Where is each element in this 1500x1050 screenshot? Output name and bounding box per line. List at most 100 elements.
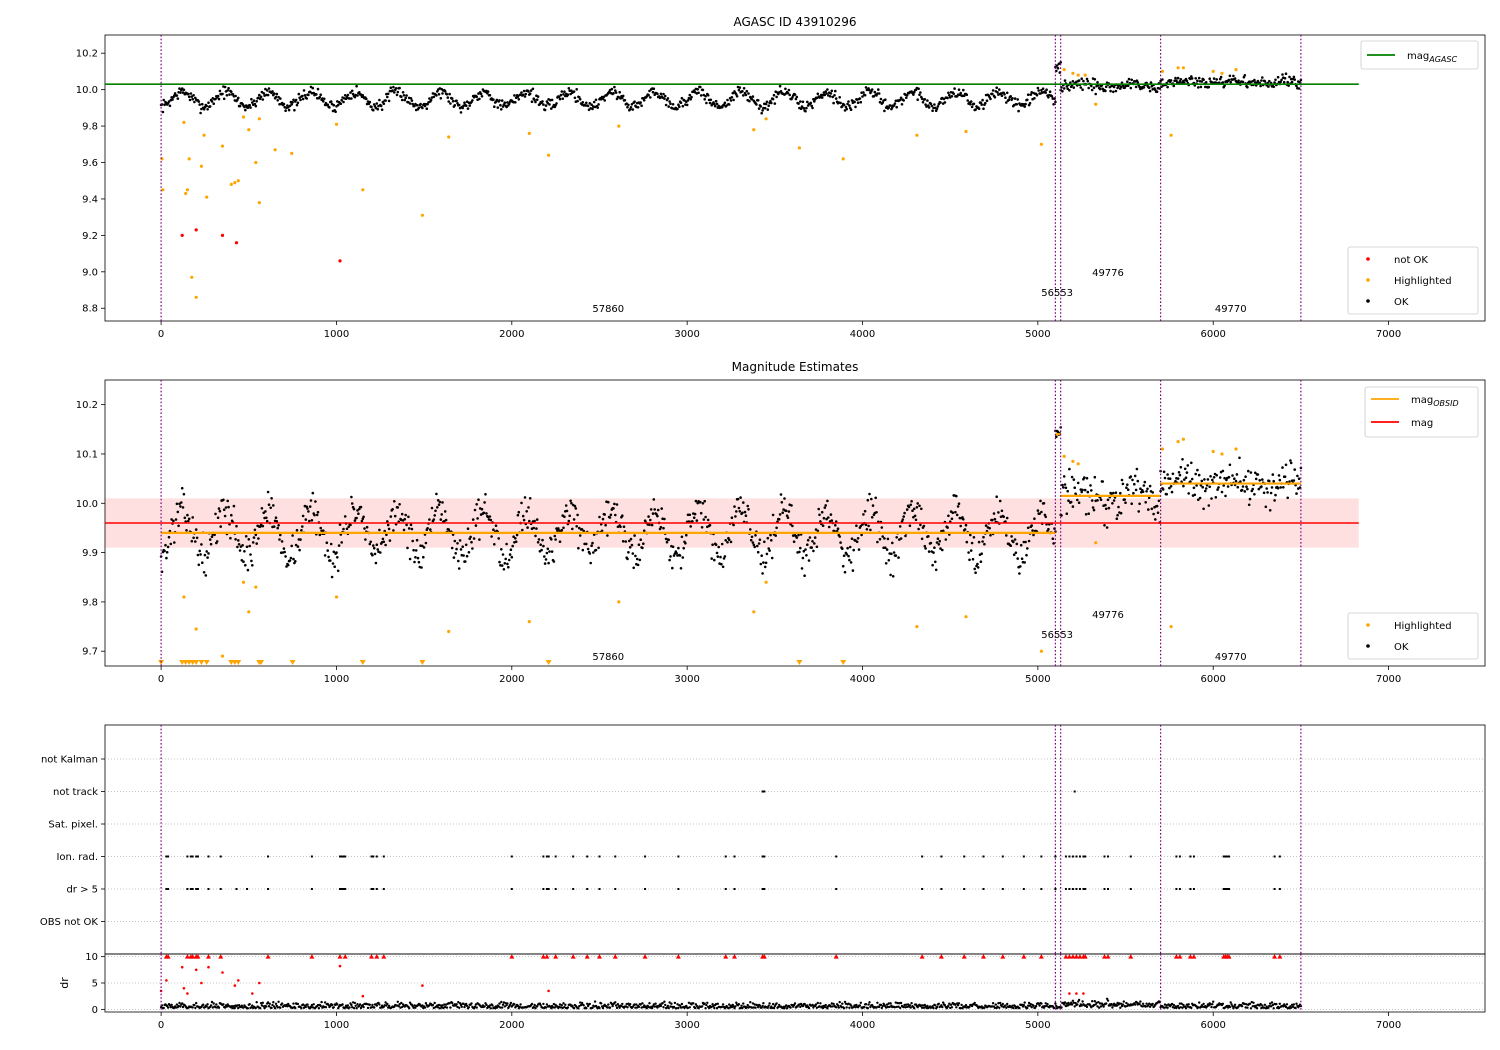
ok-point [417, 106, 421, 110]
flag-marker [940, 855, 943, 858]
y-axis-label: dr [58, 977, 71, 989]
ok-point [941, 548, 944, 552]
dr-point [721, 1003, 725, 1006]
flag-marker [267, 888, 270, 890]
ok-point [603, 513, 606, 516]
ok-point [985, 99, 989, 102]
below-range-marker [289, 660, 296, 665]
ok-point [772, 93, 776, 97]
dr-point [1044, 1002, 1047, 1005]
ok-point [1295, 84, 1298, 88]
ok-point [381, 537, 385, 541]
ok-point [823, 93, 827, 97]
ok-point [1018, 572, 1021, 575]
dr-point [600, 1002, 603, 1005]
dr-point [319, 1004, 322, 1008]
ok-point [1062, 486, 1065, 489]
dr-point [1004, 1004, 1007, 1007]
dr-point [875, 1006, 878, 1009]
ok-point [248, 103, 251, 107]
ok-point [881, 101, 884, 104]
ok-point [225, 94, 229, 97]
ok-point [230, 90, 233, 94]
ok-point [323, 554, 327, 557]
ok-point [697, 91, 700, 95]
dr-not-ok-point [547, 989, 550, 993]
flag-marker [598, 855, 601, 858]
ok-point [1284, 463, 1288, 467]
dr-point [578, 1004, 581, 1008]
ok-point [1194, 77, 1197, 80]
dr-point [680, 1002, 684, 1006]
ok-point [264, 87, 267, 91]
dr-not-ok-point [186, 992, 189, 995]
ok-point [1242, 478, 1246, 482]
dr-point [895, 1005, 898, 1009]
ok-point [781, 511, 784, 514]
dr-point [1099, 1005, 1103, 1008]
dr-point [768, 1002, 771, 1005]
ok-point [173, 92, 177, 95]
ok-point [1289, 461, 1293, 465]
ok-point [523, 95, 527, 98]
ok-point [1051, 537, 1055, 540]
ok-point [447, 100, 451, 103]
ok-point [380, 108, 384, 111]
ok-point [1210, 497, 1213, 500]
ok-point [576, 99, 579, 103]
ok-point [451, 99, 455, 103]
ok-point [954, 510, 957, 514]
dr-point [1006, 1002, 1009, 1006]
dr-point [973, 1001, 976, 1005]
ok-point [1061, 483, 1064, 487]
ok-point [970, 105, 974, 109]
ok-point [338, 523, 342, 526]
below-range-marker [203, 660, 210, 665]
dr-point [449, 1006, 452, 1009]
dr-not-ok-point [207, 965, 210, 969]
ok-point [832, 101, 835, 105]
ok-point [359, 505, 363, 509]
dr-point [588, 1002, 591, 1006]
dr-not-ok-point [165, 979, 168, 982]
ok-point [761, 109, 764, 112]
dr-clip-marker [981, 954, 987, 959]
dr-point [593, 1005, 596, 1008]
ok-point [891, 575, 895, 578]
flag-marker [1224, 855, 1227, 858]
ok-point [635, 557, 639, 561]
flag-marker [677, 888, 680, 890]
ok-point [817, 507, 820, 511]
ok-point [955, 494, 958, 498]
x-tick-label: 6000 [1200, 329, 1225, 340]
ok-point [563, 90, 566, 93]
dr-point [505, 1004, 508, 1007]
dr-point [261, 1001, 264, 1004]
highlighted-point [290, 151, 294, 155]
ok-point [163, 549, 166, 553]
dr-point [373, 1006, 376, 1009]
ok-point [275, 520, 279, 523]
ok-point [948, 93, 951, 97]
ok-point [713, 104, 717, 108]
dr-point [913, 1007, 916, 1010]
highlighted-point [1160, 447, 1164, 451]
ok-point [1137, 510, 1140, 513]
ok-point [689, 525, 692, 528]
highlighted-point [334, 595, 339, 599]
dr-point [864, 1003, 868, 1006]
ok-point [1144, 501, 1147, 504]
dr-point [898, 1002, 901, 1005]
ok-point [340, 98, 344, 102]
ok-point [959, 524, 962, 528]
ok-point [642, 99, 646, 102]
ok-point [1247, 469, 1250, 473]
ok-point [1149, 81, 1153, 84]
ok-point [498, 99, 501, 102]
ok-point [511, 544, 514, 548]
ok-point [714, 99, 718, 103]
ok-point [763, 106, 767, 110]
ok-point [1017, 109, 1020, 113]
dr-point [635, 1003, 638, 1006]
ok-point [816, 529, 820, 533]
